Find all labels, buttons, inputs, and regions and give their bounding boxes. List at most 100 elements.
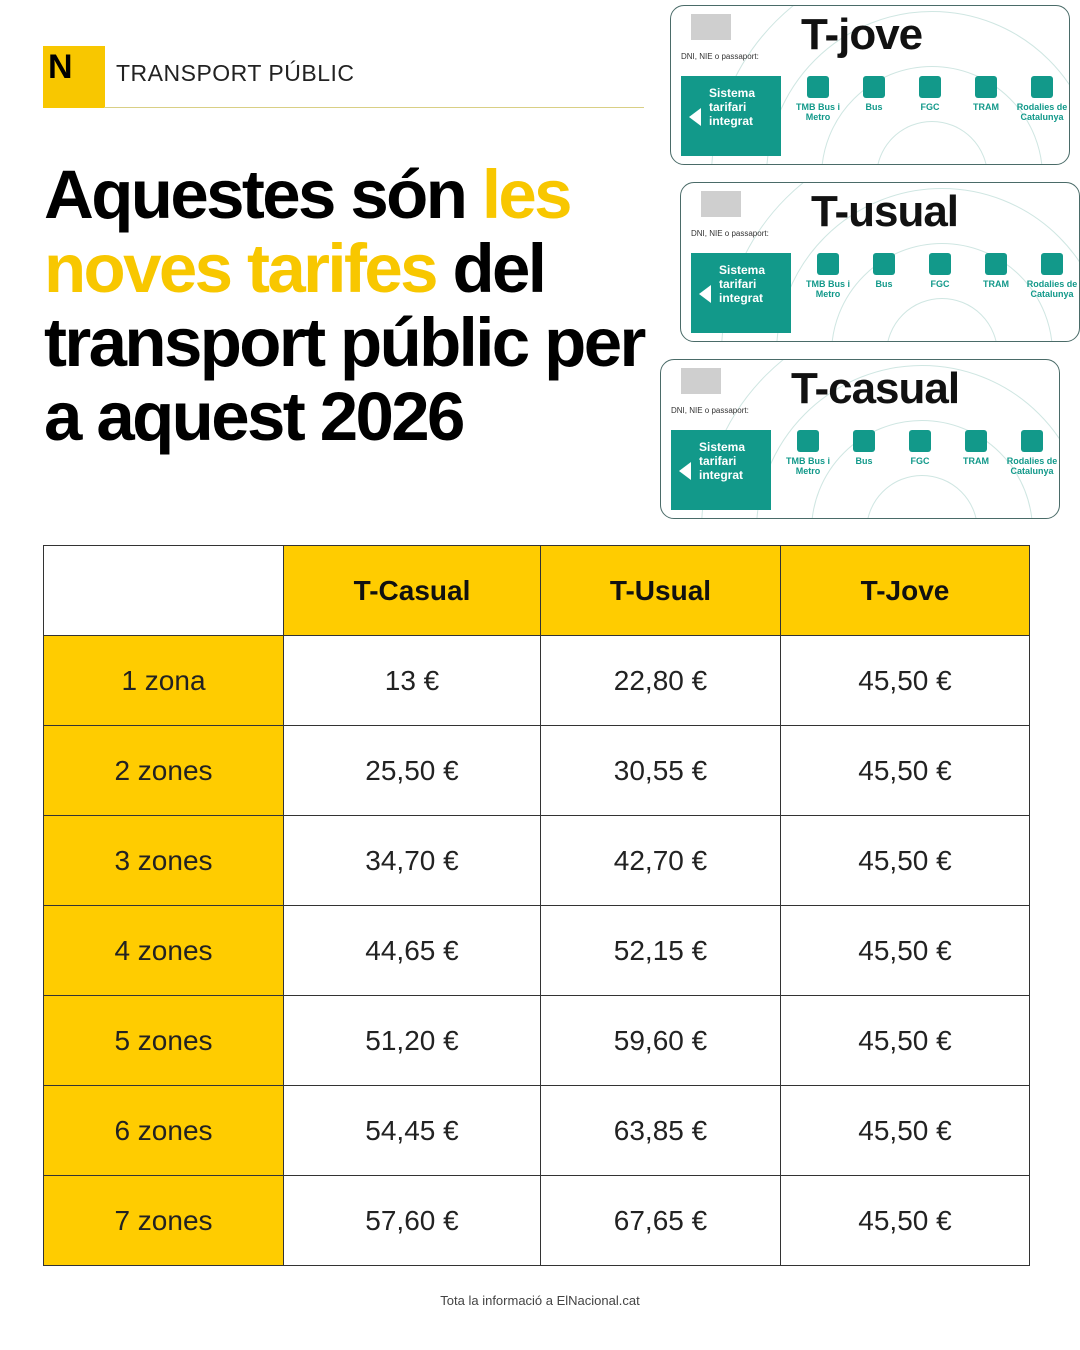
arrow-left-icon [699,285,711,303]
t-casual-price: 44,65 € [283,905,541,996]
t-jove-price: 45,50 € [780,995,1030,1086]
panel-text: Sistema tarifari integrat [709,86,756,128]
operator-icon [1021,430,1043,452]
operator-icon [919,76,941,98]
panel-text: Sistema tarifari integrat [719,263,766,305]
integrated-fare-panel: Sistema tarifari integrat [671,430,771,510]
operator: Bus [857,253,911,289]
operator-label: TRAM [973,102,999,112]
operator-label: Bus [855,456,873,466]
operator-icon [965,430,987,452]
operator: TMB Bus i Metro [791,76,845,122]
fares-table: T-Casual T-Usual T-Jove 1 zona 13 €22,80 … [43,545,1030,1266]
header-t-jove: T-Jove [780,545,1030,636]
header-t-casual: T-Casual [283,545,541,636]
footer-source: Tota la informació a ElNacional.cat [440,1293,640,1308]
zone-cell: 1 zona [43,635,284,726]
brand-logo: N [43,46,105,108]
operator-label: TRAM [963,456,989,466]
table-header-row: T-Casual T-Usual T-Jove [43,545,1030,636]
operator-icon [985,253,1007,275]
card-t-jove: DNI, NIE o passaport: T-jove Sistema tarif… [670,5,1070,165]
operator-icon [797,430,819,452]
atm-logo [691,14,731,40]
t-casual-price: 57,60 € [283,1175,541,1266]
atm-logo [701,191,741,217]
arrow-left-icon [679,462,691,480]
operator-label: Rodalies de Catalunya [1026,279,1078,299]
operator-label: TMB Bus i Metro [806,279,850,299]
table-row: 2 zones 25,50 €30,55 €45,50 € [43,725,1030,816]
t-jove-price: 45,50 € [780,635,1030,726]
operator-label: Bus [865,102,883,112]
title-part-2: del transport públic per a aquest 2026 [44,230,646,455]
operator-label: Rodalies de Catalunya [1016,102,1068,122]
header-blank [43,545,284,636]
operator: Bus [847,76,901,112]
operator: FGC [893,430,947,466]
t-casual-price: 54,45 € [283,1085,541,1176]
operator: TRAM [949,430,1003,466]
table-row: 4 zones 44,65 €52,15 €45,50 € [43,905,1030,996]
zone-cell: 4 zones [43,905,284,996]
operator-label: TMB Bus i Metro [796,102,840,122]
card-title: T-usual [811,187,959,236]
operator: TRAM [959,76,1013,112]
t-usual-price: 59,60 € [540,995,781,1086]
header-divider [104,107,644,108]
operator: TMB Bus i Metro [801,253,855,299]
t-casual-price: 25,50 € [283,725,541,816]
zone-cell: 3 zones [43,815,284,906]
atm-logo [681,368,721,394]
t-casual-price: 13 € [283,635,541,726]
title-highlight: les noves tarifes [44,156,573,307]
operator-icon [873,253,895,275]
logo-letter: N [48,48,73,86]
operator-label: Rodalies de Catalunya [1006,456,1058,476]
header-t-usual: T-Usual [540,545,781,636]
arrow-left-icon [689,108,701,126]
operator: TMB Bus i Metro [781,430,835,476]
t-jove-price: 45,50 € [780,905,1030,996]
t-jove-price: 45,50 € [780,1085,1030,1176]
operator-label: Bus [875,279,893,289]
zone-cell: 2 zones [43,725,284,816]
table-row: 6 zones 54,45 €63,85 €45,50 € [43,1085,1030,1176]
operator-icon [863,76,885,98]
operator-icon [1031,76,1053,98]
transport-cards-illustration: DNI, NIE o passaport: T-jove Sistema tarif… [660,0,1080,530]
field-label: DNI, NIE o passaport: [691,229,769,238]
zone-cell: 7 zones [43,1175,284,1266]
operator-label: FGC [920,102,940,112]
table-row: 3 zones 34,70 €42,70 €45,50 € [43,815,1030,906]
field-label: DNI, NIE o passaport: [681,52,759,61]
operator-label: TRAM [983,279,1009,289]
operator-icon [909,430,931,452]
t-usual-price: 63,85 € [540,1085,781,1176]
operator: TRAM [969,253,1023,289]
t-usual-price: 67,65 € [540,1175,781,1266]
table-row: 5 zones 51,20 €59,60 €45,50 € [43,995,1030,1086]
t-usual-price: 42,70 € [540,815,781,906]
section-label: TRANSPORT PÚBLIC [116,60,355,86]
operator: Rodalies de Catalunya [1015,76,1069,122]
panel-text: Sistema tarifari integrat [699,440,746,482]
operator-label: FGC [930,279,950,289]
card-title: T-jove [801,10,923,59]
integrated-fare-panel: Sistema tarifari integrat [691,253,791,333]
operator: Bus [837,430,891,466]
operator: FGC [913,253,967,289]
t-casual-price: 34,70 € [283,815,541,906]
operator-icon [975,76,997,98]
integrated-fare-panel: Sistema tarifari integrat [681,76,781,156]
zone-cell: 5 zones [43,995,284,1086]
card-title: T-casual [791,364,960,413]
operator: Rodalies de Catalunya [1025,253,1079,299]
table-row: 7 zones 57,60 €67,65 €45,50 € [43,1175,1030,1266]
field-label: DNI, NIE o passaport: [671,406,749,415]
title-part-1: Aquestes són [44,156,482,233]
t-jove-price: 45,50 € [780,1175,1030,1266]
operator: FGC [903,76,957,112]
operator-label: TMB Bus i Metro [786,456,830,476]
t-jove-price: 45,50 € [780,725,1030,816]
